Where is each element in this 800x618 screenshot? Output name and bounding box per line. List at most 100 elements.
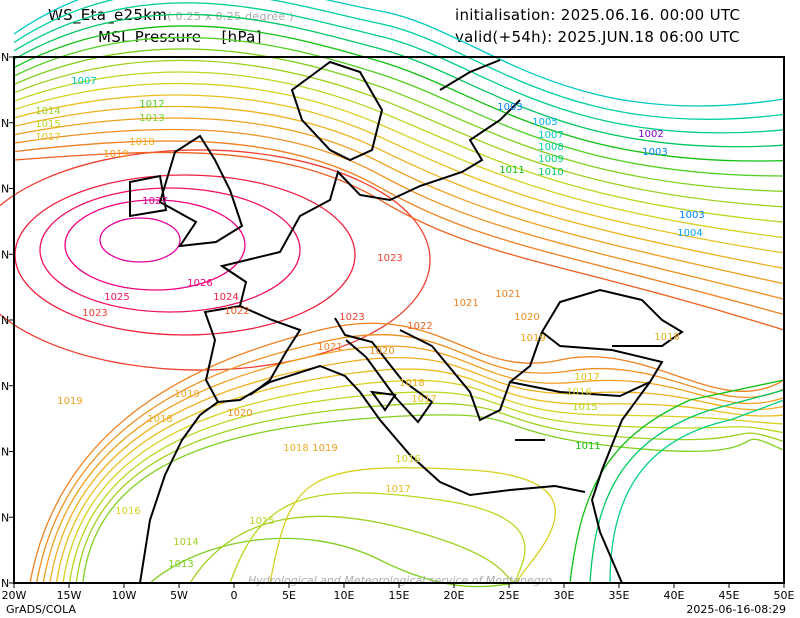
isobar-label: 1023 bbox=[82, 308, 107, 319]
isobar bbox=[13, 13, 785, 148]
isobar bbox=[13, 25, 785, 162]
isobar-label: 1027 bbox=[142, 196, 167, 207]
lat-tick-label: N bbox=[1, 183, 9, 196]
lon-tick-label: 10E bbox=[334, 589, 355, 602]
isobar-label: 1022 bbox=[407, 321, 432, 332]
isobar-label: 1015 bbox=[572, 402, 597, 413]
isobar-label: 1007 bbox=[538, 130, 563, 141]
isobar-label: 1025 bbox=[104, 292, 129, 303]
lon-tick-label: 5E bbox=[282, 589, 296, 602]
isobar-label: 1023 bbox=[377, 253, 402, 264]
isobar-label: 1016 bbox=[115, 506, 140, 517]
isobar bbox=[13, 117, 785, 285]
isobar-label: 1013 bbox=[139, 113, 164, 124]
isobar-label: 1021 bbox=[495, 289, 520, 300]
isobar bbox=[0, 149, 431, 371]
isobar bbox=[189, 515, 521, 584]
isobar bbox=[149, 537, 521, 588]
map-frame bbox=[13, 56, 785, 584]
isobar bbox=[269, 467, 556, 584]
isobar-label: 1023 bbox=[339, 312, 364, 323]
isobar bbox=[39, 187, 301, 313]
isobar bbox=[68, 391, 785, 584]
isobar bbox=[13, 2, 785, 134]
isobar-label: 1015 bbox=[35, 119, 60, 130]
isobar-label: 1019 bbox=[312, 443, 337, 454]
isobar bbox=[13, 140, 785, 316]
init-time: initialisation: 2025.06.16. 00:00 UTC bbox=[455, 6, 741, 24]
isobar-label: 1018 bbox=[283, 443, 308, 454]
isobar-label: 1015 bbox=[249, 516, 274, 527]
isobar-label: 1016 bbox=[395, 454, 420, 465]
isobar bbox=[13, 151, 785, 331]
isobar bbox=[62, 379, 785, 584]
isobar bbox=[35, 334, 785, 584]
isobar-label: 1008 bbox=[538, 142, 563, 153]
isobar-label: 1020 bbox=[369, 346, 394, 357]
isobar-label: 1014 bbox=[173, 537, 198, 548]
isobar-label: 1024 bbox=[213, 292, 238, 303]
isobar-label: 1003 bbox=[497, 102, 522, 113]
isobar-label: 1003 bbox=[642, 147, 667, 158]
isobar bbox=[609, 399, 785, 584]
lat-tick-label: N bbox=[1, 314, 9, 327]
isobar-label: 1019 bbox=[174, 389, 199, 400]
isobar-label: 1019 bbox=[103, 149, 128, 160]
isobar-label: 1020 bbox=[514, 312, 539, 323]
footer-left: GrADS/COLA bbox=[6, 603, 76, 616]
isobar bbox=[13, 82, 785, 239]
lon-tick-label: 20W bbox=[2, 589, 27, 602]
lat-tick-label: N bbox=[1, 380, 9, 393]
lon-tick-label: 5W bbox=[170, 589, 188, 602]
isobar bbox=[82, 414, 785, 584]
lon-tick-label: 10W bbox=[112, 589, 137, 602]
lon-tick-label: 25E bbox=[499, 589, 520, 602]
isobar-label: 1017 bbox=[385, 484, 410, 495]
valid-time: valid(+54h): 2025.JUN.18 06:00 UTC bbox=[455, 28, 740, 46]
isobar bbox=[569, 379, 785, 584]
axes: 20W 15W 10W 5W 0 5E 10E 15E 20E 25E 30E 35E 40E 45E 50… bbox=[1, 51, 795, 602]
isobar-label: 1017 bbox=[411, 394, 436, 405]
isobar-label: 1026 bbox=[187, 278, 212, 289]
isobar-label: 1018 bbox=[399, 378, 424, 389]
isobar bbox=[229, 492, 526, 584]
isobar-label: 1004 bbox=[677, 228, 702, 239]
isobar-label: 1010 bbox=[538, 167, 563, 178]
isobar-label: 1019 bbox=[520, 333, 545, 344]
isobar-label: 1011 bbox=[499, 165, 524, 176]
isobar bbox=[13, 48, 785, 193]
lon-tick-label: 15E bbox=[389, 589, 410, 602]
isobar bbox=[64, 199, 246, 291]
isobar bbox=[589, 389, 785, 584]
isobar bbox=[13, 0, 785, 107]
lat-tick-label: N bbox=[1, 577, 9, 590]
isobar-label: 1014 bbox=[35, 106, 60, 117]
isobar-label: 1016 bbox=[566, 387, 591, 398]
lon-tick-label: 45E bbox=[719, 589, 740, 602]
lon-tick-label: 0 bbox=[231, 589, 238, 602]
isobar bbox=[13, 94, 785, 254]
lon-tick-label: 30E bbox=[554, 589, 575, 602]
isobar-label: 1018 bbox=[129, 137, 154, 148]
isobar-label: 1020 bbox=[227, 408, 252, 419]
isobar bbox=[13, 59, 785, 208]
coastlines bbox=[129, 59, 684, 584]
isobar-label: 1019 bbox=[57, 396, 82, 407]
lat-tick-label: N bbox=[1, 248, 9, 261]
isobar-label: 1003 bbox=[679, 210, 704, 221]
isobar-label: 1002 bbox=[638, 129, 663, 140]
isobar-label: 1022 bbox=[224, 306, 249, 317]
isobar-label: 1011 bbox=[575, 441, 600, 452]
lon-tick-label: 50E bbox=[774, 589, 795, 602]
isobar bbox=[13, 0, 785, 120]
lon-tick-label: 35E bbox=[609, 589, 630, 602]
isobar-labels: 1007101410151017101310121018101910231021… bbox=[35, 76, 704, 570]
isobar-label: 1018 bbox=[147, 414, 172, 425]
lat-tick-label: N bbox=[1, 446, 9, 459]
isobar-label: 1017 bbox=[35, 132, 60, 143]
footer-right: 2025-06-16-08:29 bbox=[686, 603, 786, 616]
isobar-label: 1009 bbox=[538, 154, 563, 165]
isobar bbox=[13, 71, 785, 223]
lat-tick-label: N bbox=[1, 51, 9, 64]
isobar bbox=[13, 36, 785, 177]
